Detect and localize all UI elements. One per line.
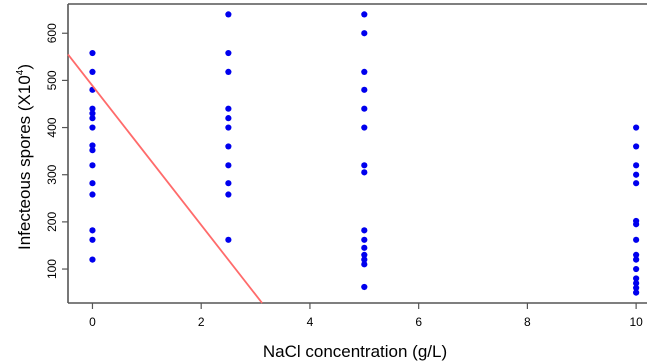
y-tick-label: 600 (45, 23, 59, 43)
data-point (361, 256, 368, 263)
data-point (633, 289, 640, 296)
data-point (89, 68, 96, 76)
y-tick-label: 200 (45, 212, 59, 232)
data-point (633, 256, 640, 263)
data-point (89, 147, 96, 154)
data-point (89, 180, 96, 187)
data-point (89, 142, 96, 149)
data-point (361, 244, 368, 251)
data-point (361, 124, 368, 131)
data-point (361, 283, 368, 291)
data-point (225, 11, 232, 18)
data-point (633, 284, 640, 292)
data-point (225, 143, 232, 150)
data-point (225, 68, 232, 76)
data-point (89, 162, 96, 169)
data-point (361, 169, 368, 176)
data-point (225, 191, 232, 198)
regression-line-layer (67, 53, 263, 304)
data-point (225, 124, 232, 131)
data-point (633, 236, 640, 243)
data-point (633, 251, 640, 258)
data-point (225, 105, 232, 112)
x-axis: 0 2 4 6 8 10 (89, 303, 643, 329)
data-point (89, 256, 96, 263)
data-point (361, 162, 368, 169)
data-point (89, 115, 96, 122)
data-point (89, 110, 96, 117)
data-point (89, 105, 96, 112)
y-tick-label: 100 (45, 259, 59, 279)
x-tick-label: 4 (307, 315, 314, 329)
x-tick-label: 6 (415, 315, 422, 329)
data-point (89, 227, 96, 234)
y-tick-label: 500 (45, 70, 59, 90)
data-point (361, 11, 368, 18)
x-tick-label: 8 (524, 315, 531, 329)
y-axis-title-superscript: 4 (15, 69, 26, 75)
data-point (225, 49, 232, 57)
data-points-layer (89, 11, 640, 296)
data-point (89, 124, 96, 131)
data-point (225, 180, 232, 187)
data-point (89, 236, 96, 243)
data-point (633, 180, 640, 187)
data-point (361, 227, 368, 234)
y-axis-title: Infecteous spores (X104) (15, 64, 34, 250)
data-point (633, 280, 640, 287)
data-point (361, 105, 368, 112)
data-point (361, 236, 368, 243)
y-axis-title-close: ) (15, 64, 34, 70)
x-axis-title: NaCl concentration (g/L) (263, 342, 447, 361)
y-tick-label: 400 (45, 117, 59, 137)
plot-frame-layer (67, 3, 647, 304)
data-point (633, 143, 640, 150)
data-point (633, 162, 640, 169)
data-point (89, 191, 96, 198)
y-axis-title-main: Infecteous spores (X10 (15, 75, 34, 250)
data-point (633, 171, 640, 178)
data-point (89, 49, 96, 57)
data-point (225, 115, 232, 122)
data-point (225, 162, 232, 169)
regression-line (67, 53, 263, 304)
y-axis: 100 200 300 400 500 600 (45, 23, 68, 279)
x-tick-label: 10 (629, 315, 643, 329)
data-point (633, 265, 640, 273)
data-point (633, 275, 640, 282)
data-point (225, 236, 232, 243)
x-tick-label: 2 (198, 315, 205, 329)
data-point (361, 261, 368, 268)
data-point (633, 124, 640, 131)
data-point (361, 86, 368, 93)
data-point (361, 251, 368, 258)
data-point (361, 30, 368, 37)
data-point (633, 221, 640, 228)
x-tick-label: 0 (89, 315, 96, 329)
y-tick-label: 300 (45, 164, 59, 184)
data-point (361, 68, 368, 76)
